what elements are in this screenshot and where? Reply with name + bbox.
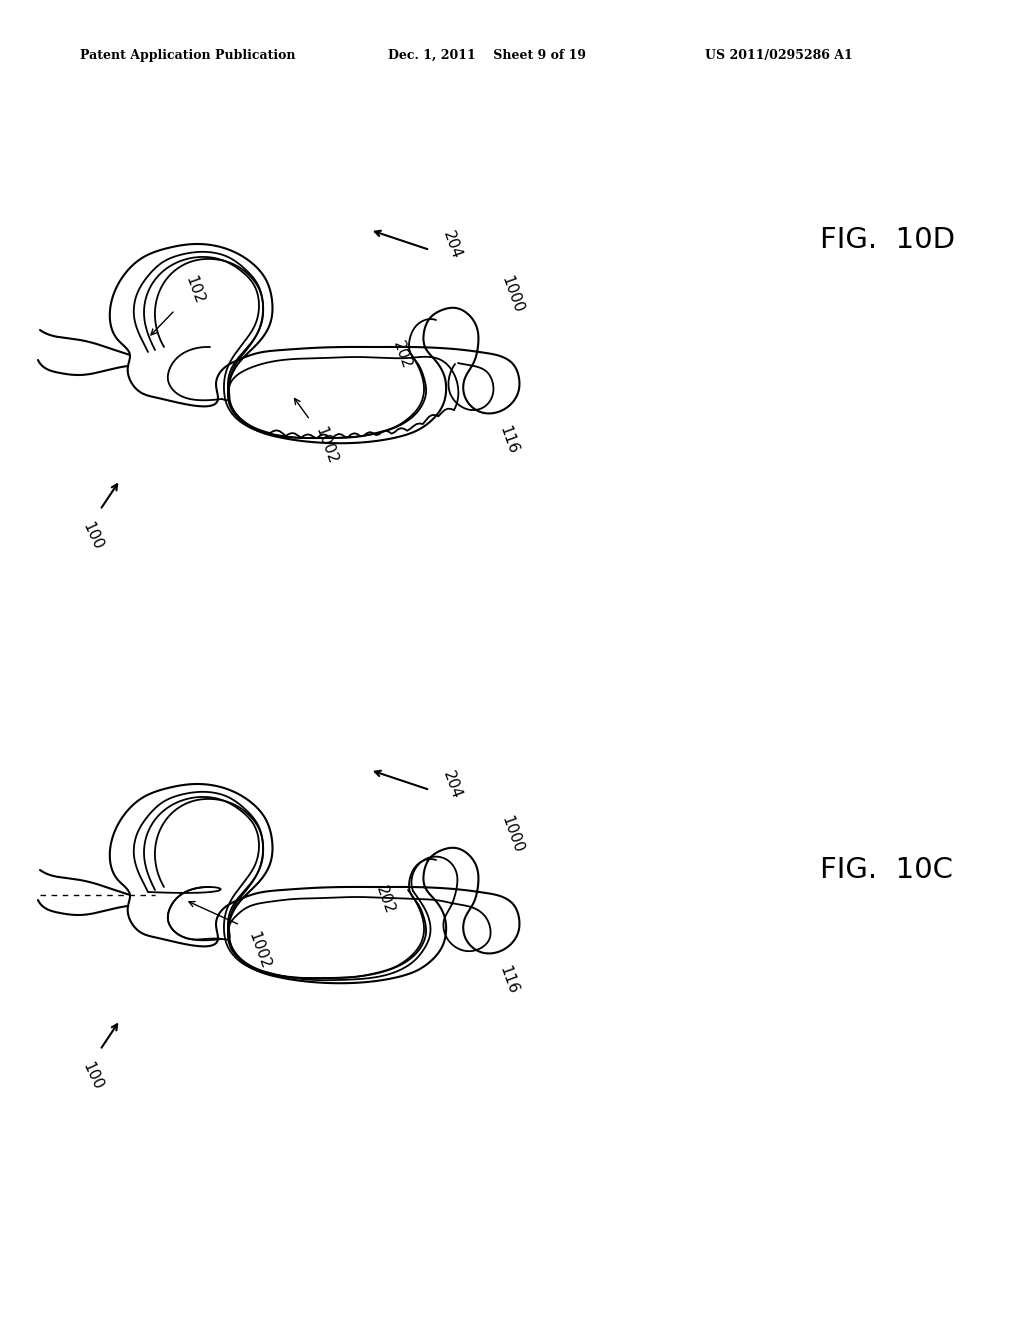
Polygon shape <box>110 784 519 983</box>
Text: FIG.  10C: FIG. 10C <box>820 855 953 884</box>
Polygon shape <box>110 244 519 444</box>
Text: 116: 116 <box>496 424 520 457</box>
Text: 116: 116 <box>496 964 520 997</box>
Text: 1002: 1002 <box>312 425 339 466</box>
Text: 102: 102 <box>182 273 206 306</box>
Text: 1000: 1000 <box>498 814 525 855</box>
Text: US 2011/0295286 A1: US 2011/0295286 A1 <box>705 49 853 62</box>
Text: 1002: 1002 <box>245 931 272 972</box>
Text: 204: 204 <box>440 228 464 261</box>
Text: 204: 204 <box>440 768 464 801</box>
Text: Dec. 1, 2011    Sheet 9 of 19: Dec. 1, 2011 Sheet 9 of 19 <box>388 49 586 62</box>
Text: Patent Application Publication: Patent Application Publication <box>80 49 296 62</box>
Text: FIG.  10D: FIG. 10D <box>820 226 955 253</box>
Text: 202: 202 <box>373 884 397 916</box>
Text: 100: 100 <box>79 520 104 553</box>
Text: 100: 100 <box>79 1060 104 1093</box>
Text: 1000: 1000 <box>498 275 525 315</box>
Text: 202: 202 <box>390 339 414 371</box>
